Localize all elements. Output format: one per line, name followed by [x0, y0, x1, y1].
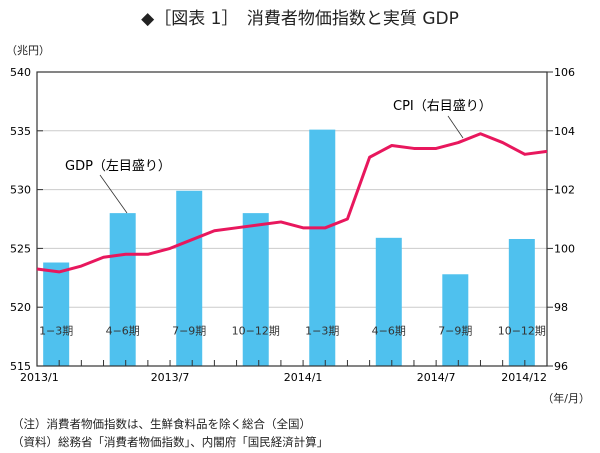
left-axis-unit: （兆円） [6, 44, 50, 57]
right-tick-label: 106 [554, 66, 575, 79]
quarter-label: 1−3期 [305, 325, 339, 338]
gdp-leader-line [99, 174, 128, 214]
left-tick-label: 540 [10, 66, 31, 79]
cpi-line [36, 132, 548, 274]
right-tick-label: 102 [554, 184, 575, 197]
x-tick-label: 2014/1 [284, 371, 323, 384]
x-tick-label: 2013/7 [151, 371, 190, 384]
quarter-label: 10−12期 [232, 325, 280, 338]
gdp-bar [43, 262, 70, 366]
quarter-label: 10−12期 [498, 325, 546, 338]
left-tick-label: 515 [10, 360, 31, 373]
x-tick-label: 2014/7 [417, 371, 456, 384]
right-tick-label: 98 [554, 301, 568, 314]
x-tick-label: 2013/1 [20, 371, 59, 384]
left-tick-label: 530 [10, 184, 31, 197]
gdp-bar [109, 213, 136, 366]
chart-title: ◆［図表 1］ 消費者物価指数と実質 GDP [141, 9, 459, 29]
gdp-bar [242, 213, 269, 366]
gdp-bar [176, 190, 203, 366]
quarter-label: 1−3期 [39, 325, 73, 338]
quarter-label: 7−9期 [438, 325, 472, 338]
source: （資料）総務省「消費者物価指数」、内閣府「国民経済計算」 [12, 435, 329, 449]
gdp-bar [375, 237, 402, 366]
x-axis-unit: （年/月） [542, 392, 590, 405]
cpi-legend-label: CPI（右目盛り） [393, 99, 492, 114]
quarter-label: 7−9期 [172, 325, 206, 338]
gdp-legend-label: GDP（左目盛り） [65, 159, 171, 174]
right-tick-label: 100 [554, 242, 575, 255]
right-tick-label: 96 [554, 360, 568, 373]
quarter-label: 4−6期 [106, 325, 140, 338]
cpi-leader-line [447, 115, 464, 139]
left-tick-label: 520 [10, 301, 31, 314]
left-tick-label: 535 [10, 125, 31, 138]
gdp-bar [442, 274, 469, 366]
plot-frame [36, 71, 548, 367]
gdp-bar [508, 238, 535, 366]
x-tick-label: 2014/12 [501, 371, 547, 384]
quarter-label: 4−6期 [372, 325, 406, 338]
note: （注）消費者物価指数は、生鮮食料品を除く総合（全国） [12, 417, 311, 431]
left-tick-label: 525 [10, 242, 31, 255]
right-tick-label: 104 [554, 125, 575, 138]
gdp-bar [309, 129, 336, 366]
